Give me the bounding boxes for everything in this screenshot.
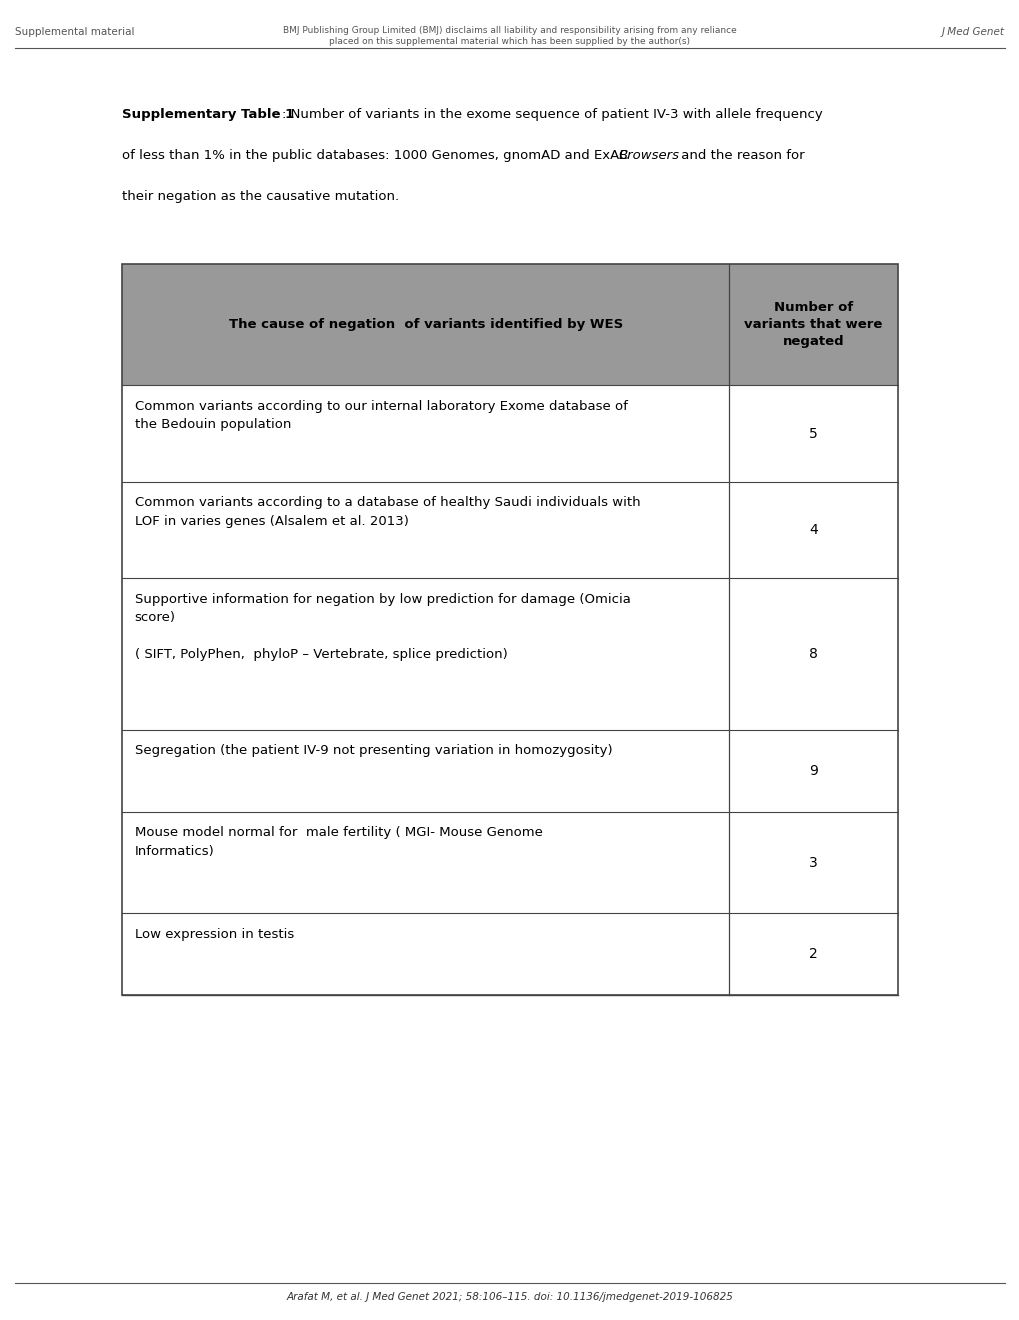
Text: Supportive information for negation by low prediction for damage (Omicia
score)
: Supportive information for negation by l… [135,593,630,661]
Text: Supplemental material: Supplemental material [15,26,135,37]
Text: of less than 1% in the public databases: 1000 Genomes, gnomAD and ExAC: of less than 1% in the public databases:… [122,149,632,162]
Text: Low expression in testis: Low expression in testis [135,928,293,941]
Text: : Number of variants in the exome sequence of patient IV-3 with allele frequency: : Number of variants in the exome sequen… [281,108,821,121]
Text: Supplementary Table 1: Supplementary Table 1 [122,108,294,121]
Text: their negation as the causative mutation.: their negation as the causative mutation… [122,190,399,203]
Text: 2: 2 [808,948,817,961]
Text: placed on this supplemental material which has been supplied by the author(s): placed on this supplemental material whi… [329,37,690,46]
Text: 5: 5 [808,426,817,441]
Text: Browsers: Browsers [619,149,680,162]
Text: Mouse model normal for  male fertility ( MGI- Mouse Genome
Informatics): Mouse model normal for male fertility ( … [135,826,542,858]
Text: Number of
variants that were
negated: Number of variants that were negated [744,301,881,348]
Text: 8: 8 [808,647,817,661]
Text: 3: 3 [808,855,817,870]
Text: and the reason for: and the reason for [677,149,804,162]
Bar [122,264,897,385]
Text: 4: 4 [808,523,817,537]
Text: 9: 9 [808,764,817,777]
Text: J Med Genet: J Med Genet [941,26,1004,37]
Text: The cause of negation  of variants identified by WES: The cause of negation of variants identi… [228,318,623,331]
Text: Common variants according to a database of healthy Saudi individuals with
LOF in: Common variants according to a database … [135,496,640,528]
Text: Arafat M, et al. J Med Genet 2021; 58:106–115. doi: 10.1136/jmedgenet-2019-10682: Arafat M, et al. J Med Genet 2021; 58:10… [286,1292,733,1303]
Text: Segregation (the patient IV-9 not presenting variation in homozygosity): Segregation (the patient IV-9 not presen… [135,744,611,758]
Text: Common variants according to our internal laboratory Exome database of
the Bedou: Common variants according to our interna… [135,400,627,432]
Text: BMJ Publishing Group Limited (BMJ) disclaims all liability and responsibility ar: BMJ Publishing Group Limited (BMJ) discl… [283,26,736,36]
Bar [122,264,897,995]
